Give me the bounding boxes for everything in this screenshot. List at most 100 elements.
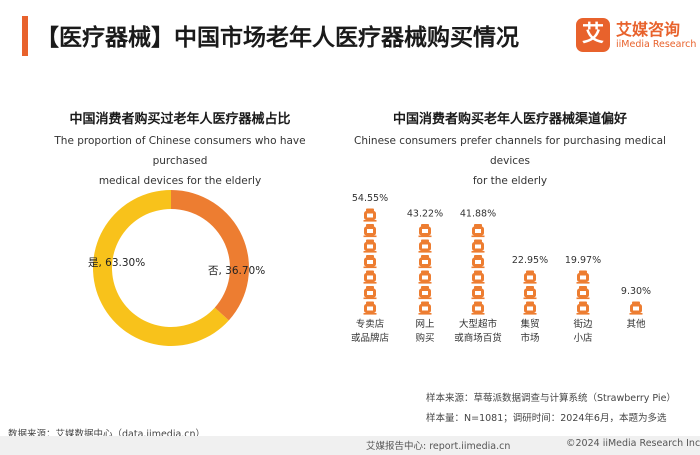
channel-icon-window xyxy=(367,244,373,249)
channel-icon-cap xyxy=(474,239,482,243)
channel-icon-cap xyxy=(366,208,374,212)
bar-value-label: 41.88% xyxy=(460,209,496,220)
channel-icon-cap xyxy=(474,255,482,258)
channel-icon-base xyxy=(523,282,537,284)
channel-icon-base xyxy=(471,235,485,238)
bar-0 xyxy=(363,208,377,315)
channel-icon-window xyxy=(422,275,428,280)
page-title: 【医疗器械】中国市场老年人医疗器械购买情况 xyxy=(36,25,519,51)
bar-category-label: 其他 xyxy=(626,318,646,330)
channel-icon-base xyxy=(418,266,432,269)
channel-icon-cap xyxy=(526,270,534,274)
channel-icon-base xyxy=(576,313,590,315)
channel-icon-window xyxy=(475,260,481,264)
channel-icon-base xyxy=(363,282,377,284)
channel-icon-base xyxy=(471,313,485,315)
channel-icon-cap xyxy=(366,224,374,227)
donut-chart-subtitle: The proportion of Chinese consumers who … xyxy=(30,131,330,191)
channel-icon-cap xyxy=(526,301,534,305)
donut-slice-label: 否, 36.70% xyxy=(208,265,265,277)
channel-icon-window xyxy=(527,291,533,295)
channel-icon-window xyxy=(475,229,481,233)
donut-slice-yes xyxy=(93,190,229,346)
bar-category-label: 购买 xyxy=(415,332,434,344)
channel-icon-cap xyxy=(526,286,534,289)
channel-icon-cap xyxy=(474,224,482,227)
channel-icon-base xyxy=(418,297,432,300)
channel-icon-cap xyxy=(366,255,374,258)
channel-icon-cap xyxy=(421,301,429,305)
channel-icon-window xyxy=(367,306,373,311)
channel-icon-cap xyxy=(366,239,374,243)
donut-slice-no xyxy=(171,190,250,321)
bar-category-label: 小店 xyxy=(573,332,592,344)
channel-icon-cap xyxy=(474,286,482,289)
channel-icon-window xyxy=(580,306,586,311)
channel-icon-cap xyxy=(579,301,587,305)
channel-icon-window xyxy=(527,306,533,311)
channel-icon-base xyxy=(523,313,537,315)
channel-icon-base xyxy=(576,282,590,284)
channel-icon-base xyxy=(418,313,432,315)
bar-chart-subtitle-line: Chinese consumers prefer channels for pu… xyxy=(354,135,666,167)
bar-value-label: 43.22% xyxy=(407,209,443,220)
bar-category-label: 或品牌店 xyxy=(351,332,389,344)
channel-icon-base xyxy=(418,251,432,253)
channel-icon-window xyxy=(367,213,373,218)
channel-icon-window xyxy=(422,260,428,264)
bar-category-label: 市场 xyxy=(520,332,539,344)
bar-category-label: 或商场百货 xyxy=(454,332,502,344)
channel-icon-window xyxy=(367,229,373,233)
sample-source: 样本来源：草莓派数据调查与计算系统（Strawberry Pie） xyxy=(426,393,676,404)
channel-icon-window xyxy=(580,291,586,295)
channel-icon-window xyxy=(422,306,428,311)
channel-icon-cap xyxy=(579,270,587,274)
channel-icon-base xyxy=(576,297,590,300)
channel-icon-base xyxy=(363,266,377,269)
bar-chart-title-block: 中国消费者购买老年人医疗器械渠道偏好 Chinese consumers pre… xyxy=(340,108,680,191)
bar-chart-title: 中国消费者购买老年人医疗器械渠道偏好 xyxy=(392,112,627,127)
bar-chart-subtitle: Chinese consumers prefer channels for pu… xyxy=(340,131,680,191)
channel-icon-cap xyxy=(421,270,429,274)
channel-icon-window xyxy=(633,306,639,311)
channel-icon-cap xyxy=(474,301,482,305)
channel-icon-cap xyxy=(474,270,482,274)
channel-icon-window xyxy=(475,291,481,295)
data-source: 数据来源：艾媒数据中心（data.iimedia.cn） xyxy=(8,429,206,440)
bar-category-label: 专卖店 xyxy=(356,318,385,330)
channel-icon-base xyxy=(418,282,432,284)
bar-1 xyxy=(418,224,432,315)
bar-category-label: 网上 xyxy=(415,319,435,330)
channel-icon-base xyxy=(523,297,537,300)
bar-value-label: 54.55% xyxy=(352,193,388,204)
bar-3 xyxy=(523,270,537,315)
channel-icon-cap xyxy=(421,224,429,227)
bar-category-label: 街边 xyxy=(573,318,593,330)
channel-icon-window xyxy=(422,244,428,249)
bar-category-label: 集贸 xyxy=(520,318,539,330)
channel-icon-base xyxy=(418,235,432,238)
channel-icon-cap xyxy=(421,255,429,258)
channel-icon-base xyxy=(363,220,377,222)
donut-slice-label: 是, 63.30% xyxy=(88,257,145,269)
channel-icon-base xyxy=(471,251,485,253)
channel-icon-window xyxy=(475,275,481,280)
channel-icon-cap xyxy=(366,301,374,305)
channel-icon-cap xyxy=(421,286,429,289)
sample-info: 样本量：N=1081；调研时间：2024年6月，本题为多选 xyxy=(426,413,667,424)
bar-5 xyxy=(629,301,643,315)
bar-2 xyxy=(471,224,485,315)
channel-icon-base xyxy=(471,266,485,269)
channel-icon-cap xyxy=(632,301,640,305)
report-site: 艾媒报告中心: report.iimedia.cn xyxy=(366,441,511,452)
channel-icon-window xyxy=(367,275,373,280)
copyright: ©2024 iiMedia Research Inc xyxy=(566,438,700,449)
footer-strip xyxy=(0,436,700,455)
channel-icon-base xyxy=(363,235,377,238)
channel-icon-window xyxy=(422,229,428,233)
channel-icon-window xyxy=(475,244,481,249)
channel-icon-window xyxy=(527,275,533,280)
logo-name-en: iiMedia Research xyxy=(616,39,697,50)
